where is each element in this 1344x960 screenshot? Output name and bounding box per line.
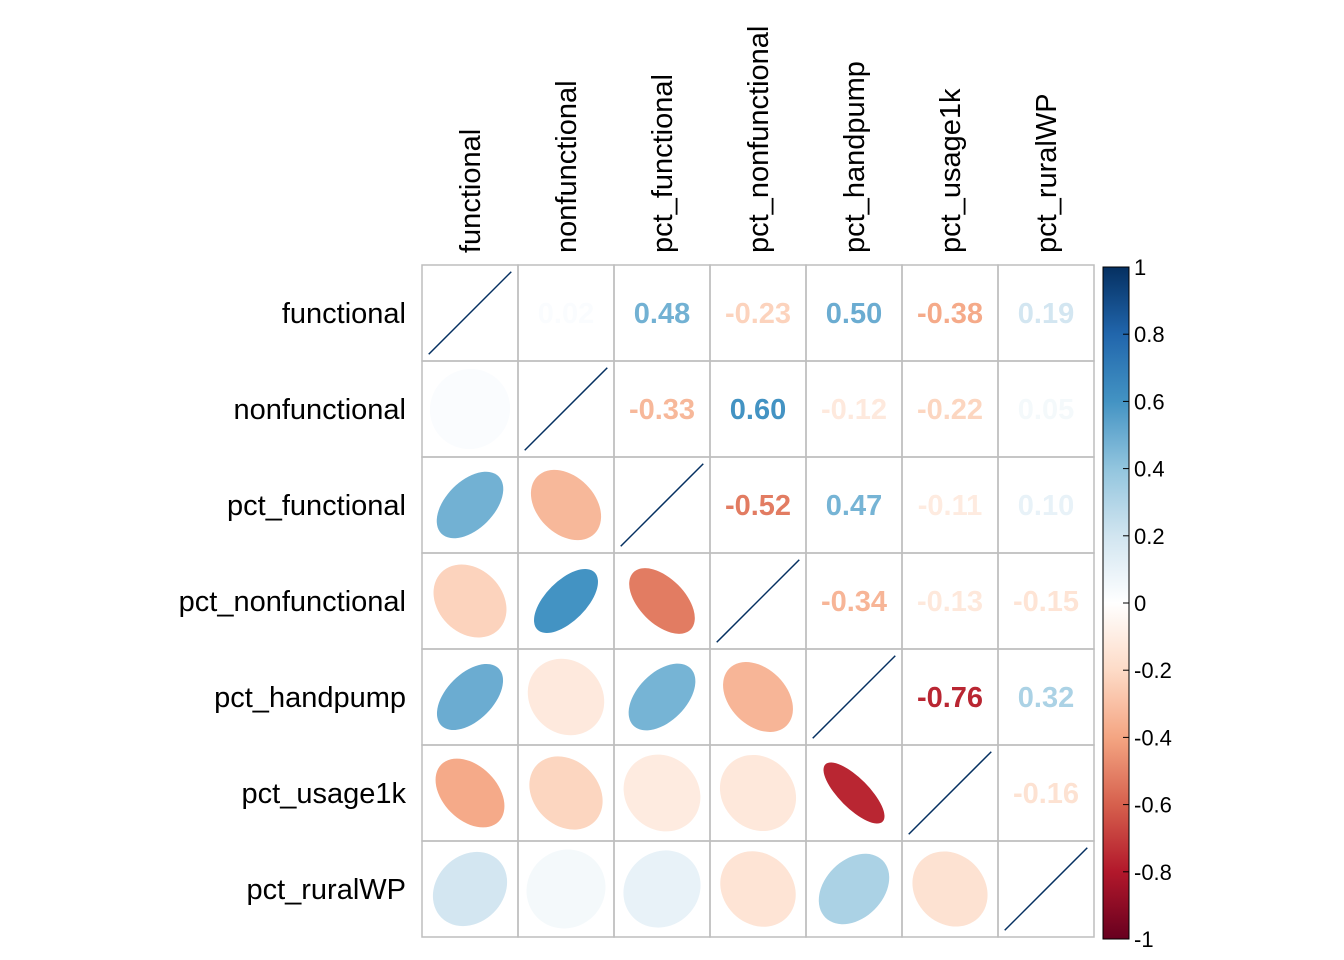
correlation-ellipse (529, 756, 603, 830)
row-labels: functional nonfunctional pct_functionalpct… (179, 298, 407, 906)
colorbar-tick-label: 0.8 (1134, 322, 1165, 347)
correlation-ellipse (623, 754, 701, 832)
diagonal-line (428, 271, 512, 355)
correlation-value: 0.19 (1018, 298, 1074, 330)
correlation-value: 0.02 (538, 298, 594, 330)
row-label: pct_functional (227, 490, 406, 522)
column-label: pct_functional (647, 74, 679, 253)
correlation-ellipse (526, 849, 606, 929)
correlation-value: -0.34 (821, 586, 887, 618)
column-label: pct_ruralWP (1031, 93, 1063, 253)
correlation-ellipse (530, 469, 602, 541)
grid-cell (997, 840, 1095, 938)
correlation-ellipse (720, 851, 796, 927)
correlation-value: -0.13 (917, 586, 983, 618)
colorbar-tick-label: 0.6 (1134, 389, 1165, 414)
correlation-ellipse (527, 658, 605, 736)
column-label: pct_nonfunctional (743, 26, 775, 253)
correlation-ellipse (823, 762, 885, 824)
diagonal-line (620, 463, 704, 547)
correlation-ellipse (429, 368, 511, 450)
correlation-value: -0.22 (917, 394, 983, 426)
colorbar-tick-label: -1 (1134, 927, 1154, 952)
row-label: pct_nonfunctional (179, 586, 406, 618)
correlation-value: 0.32 (1018, 682, 1074, 714)
correlation-ellipse (629, 568, 695, 634)
correlation-ellipse (623, 850, 701, 928)
row-label: pct_usage1k (242, 778, 407, 810)
colorbar-tick-label: 0.2 (1134, 524, 1165, 549)
colorbar-tick-label: -0.6 (1134, 793, 1172, 818)
diagonal-line (812, 655, 896, 739)
row-label: pct_handpump (214, 682, 406, 714)
column-labels: functional nonfunctional pct_functional pct… (455, 26, 1063, 253)
correlation-ellipse (818, 853, 890, 925)
colorbar-tick-label: 1 (1134, 255, 1146, 280)
correlation-value: -0.12 (821, 394, 887, 426)
diagonal-line (908, 751, 992, 835)
correlation-value: -0.11 (918, 490, 983, 522)
correlation-value: 0.05 (1018, 394, 1074, 426)
row-label: nonfunctional (233, 394, 406, 426)
correlation-value: -0.38 (917, 298, 983, 330)
row-label: pct_ruralWP (246, 874, 406, 906)
column-label: functional (455, 129, 487, 253)
correlation-value: 0.48 (634, 298, 690, 330)
correlation-value: -0.33 (629, 394, 695, 426)
diagonal-line (716, 559, 800, 643)
correlation-ellipse (436, 471, 504, 539)
column-label: nonfunctional (551, 80, 583, 253)
correlation-ellipse (436, 663, 504, 731)
colorbar: 1 0.8 0.6 0.4 0.2 0 -0.2 -0.4 -0.6 -0.8 -1 (1102, 255, 1172, 952)
correlation-ellipse (435, 758, 505, 828)
diagonal-line (524, 367, 608, 451)
correlation-ellipse (433, 564, 507, 638)
correlation-value: 0.10 (1018, 490, 1074, 522)
correlation-ellipse (534, 569, 598, 633)
colorbar-tick-label: 0.4 (1134, 457, 1165, 482)
correlation-ellipse (719, 754, 797, 832)
colorbar-tick-label: -0.2 (1134, 658, 1172, 683)
correlation-ellipse (628, 663, 696, 731)
correlation-value: -0.23 (725, 298, 791, 330)
correlation-value: -0.15 (1013, 586, 1079, 618)
correlation-value: 0.60 (730, 394, 786, 426)
correlation-ellipse (723, 662, 793, 732)
correlation-value: -0.76 (917, 682, 983, 714)
correlation-value: 0.50 (826, 298, 882, 330)
diagonal-line (1004, 847, 1088, 931)
matrix-grid (421, 264, 1095, 938)
column-label: pct_handpump (839, 61, 871, 253)
correlation-value: -0.52 (725, 490, 791, 522)
correlation-ellipse (432, 851, 508, 927)
row-label: functional (282, 298, 406, 330)
correlation-ellipse (912, 851, 988, 927)
correlation-value: 0.47 (826, 490, 882, 522)
column-label: pct_usage1k (935, 88, 967, 253)
colorbar-tick-label: -0.4 (1134, 725, 1172, 750)
correlation-value: -0.16 (1013, 778, 1079, 810)
matrix-cells: 0.02 0.48 -0.23 0.50 -0.38 0.19 -0.33 0.60 -0.12… (428, 271, 1088, 931)
colorbar-tick-label: -0.8 (1134, 860, 1172, 885)
colorbar-tick-label: 0 (1134, 591, 1146, 616)
